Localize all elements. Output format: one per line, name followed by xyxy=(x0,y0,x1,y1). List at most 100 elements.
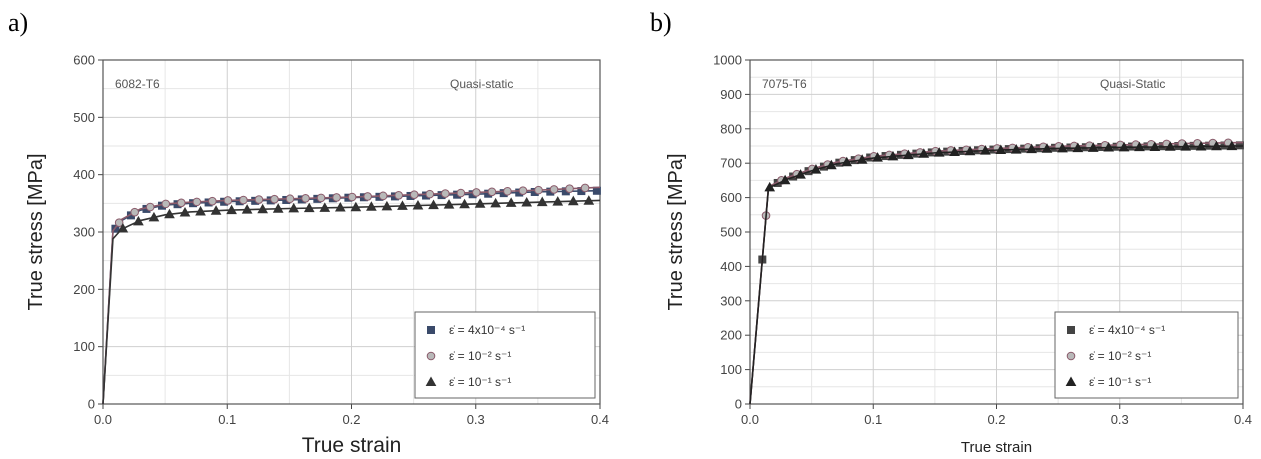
legend-entry: ε̇ = 4x10⁻⁴ s⁻¹ xyxy=(449,323,525,337)
y-tick-label: 400 xyxy=(720,259,742,274)
data-point xyxy=(872,152,883,162)
legend-marker xyxy=(1065,376,1077,386)
data-point xyxy=(350,201,362,212)
chart-b: 0 100 200 300 400 500 600 700 800 900 1000 0.0 0.1 0.… xyxy=(665,53,1252,457)
data-point xyxy=(272,203,284,213)
panel-label-a: a) xyxy=(8,8,29,37)
data-point xyxy=(552,196,564,206)
y-tick-label: 500 xyxy=(73,110,95,125)
plot-frame xyxy=(102,59,601,405)
x-tick-label: 0.3 xyxy=(467,412,485,427)
data-point xyxy=(425,189,435,199)
data-point xyxy=(536,196,548,207)
y-tick-label: 100 xyxy=(720,362,742,377)
data-point xyxy=(565,184,574,193)
legend: ε̇ = 4x10⁻⁴ s⁻¹ ε̇ = 10⁻² s⁻¹ ε̇ = 10⁻¹ s⁻… xyxy=(414,311,596,399)
data-point xyxy=(332,193,341,202)
y-axis-label: True stress [MPa] xyxy=(25,153,47,310)
data-point xyxy=(841,156,853,167)
y-tick-label: 200 xyxy=(73,282,95,297)
y-tick-label: 0 xyxy=(88,397,95,412)
data-point xyxy=(949,146,960,156)
y-tick-label: 600 xyxy=(73,53,95,68)
data-point xyxy=(518,186,528,195)
data-point xyxy=(241,204,253,214)
x-tick-label: 0.3 xyxy=(1111,412,1129,427)
data-point xyxy=(1211,140,1222,151)
data-point xyxy=(179,206,191,217)
x-tick-label: 0.0 xyxy=(94,412,112,427)
data-point xyxy=(459,198,470,209)
data-point xyxy=(133,215,144,226)
series-1 xyxy=(102,183,601,405)
data-point xyxy=(503,186,512,196)
data-point xyxy=(319,202,331,212)
data-point xyxy=(378,191,388,201)
data-point xyxy=(366,201,377,211)
data-point xyxy=(164,208,175,219)
x-axis-label: True strain xyxy=(961,439,1032,456)
condition-label: Quasi-Static xyxy=(1100,77,1165,91)
legend-marker xyxy=(1067,326,1075,334)
data-point xyxy=(903,149,914,160)
data-point xyxy=(474,198,486,208)
data-point xyxy=(1057,142,1068,153)
data-point xyxy=(1026,143,1037,154)
x-axis-label: True strain xyxy=(302,434,402,457)
data-point xyxy=(580,183,590,193)
x-tick-label: 0.1 xyxy=(864,412,882,427)
data-point xyxy=(288,202,300,213)
y-tick-label: 200 xyxy=(720,328,742,343)
data-point xyxy=(1180,141,1192,151)
data-point xyxy=(254,195,264,204)
data-point xyxy=(964,145,976,156)
plot-frame xyxy=(749,59,1244,405)
data-point xyxy=(381,200,393,211)
data-point xyxy=(412,199,424,210)
y-tick-label: 1000 xyxy=(713,53,742,68)
y-tick-label: 800 xyxy=(720,121,742,136)
data-point xyxy=(285,194,295,204)
data-point xyxy=(176,198,186,208)
data-point xyxy=(918,148,930,158)
data-point xyxy=(764,181,776,192)
data-point xyxy=(549,185,559,194)
y-tick-label: 900 xyxy=(720,87,742,102)
y-tick-label: 300 xyxy=(720,293,742,308)
material-label: 6082-T6 xyxy=(115,77,160,91)
data-point xyxy=(567,195,579,206)
data-point xyxy=(505,197,517,207)
data-point xyxy=(1072,142,1084,153)
data-point xyxy=(995,144,1007,155)
y-tick-label: 700 xyxy=(720,156,742,171)
data-point xyxy=(301,193,310,203)
x-tick-label: 0.4 xyxy=(1234,412,1252,427)
data-point xyxy=(443,199,455,209)
y-axis-label: True stress [MPa] xyxy=(665,153,687,310)
data-point xyxy=(303,202,315,213)
series-2 xyxy=(749,140,1244,405)
data-point xyxy=(534,185,543,195)
data-point xyxy=(195,205,206,216)
y-tick-label: 500 xyxy=(720,225,742,240)
data-point xyxy=(795,169,806,179)
data-point xyxy=(270,194,279,204)
data-point xyxy=(441,189,450,198)
data-point xyxy=(1010,144,1022,154)
data-point xyxy=(223,196,233,205)
data-point xyxy=(521,196,533,207)
data-point xyxy=(1087,142,1099,152)
data-point xyxy=(192,197,202,207)
data-point xyxy=(145,202,155,212)
data-point xyxy=(1134,141,1145,152)
legend-entry: ε̇ = 10⁻² s⁻¹ xyxy=(1089,349,1151,363)
data-point xyxy=(1226,140,1238,151)
data-point xyxy=(363,192,372,201)
y-tick-label: 400 xyxy=(73,167,95,182)
data-point xyxy=(397,200,408,210)
condition-label: Quasi-static xyxy=(450,77,513,91)
data-point xyxy=(825,159,837,170)
data-point xyxy=(239,195,248,205)
data-point xyxy=(456,188,466,198)
